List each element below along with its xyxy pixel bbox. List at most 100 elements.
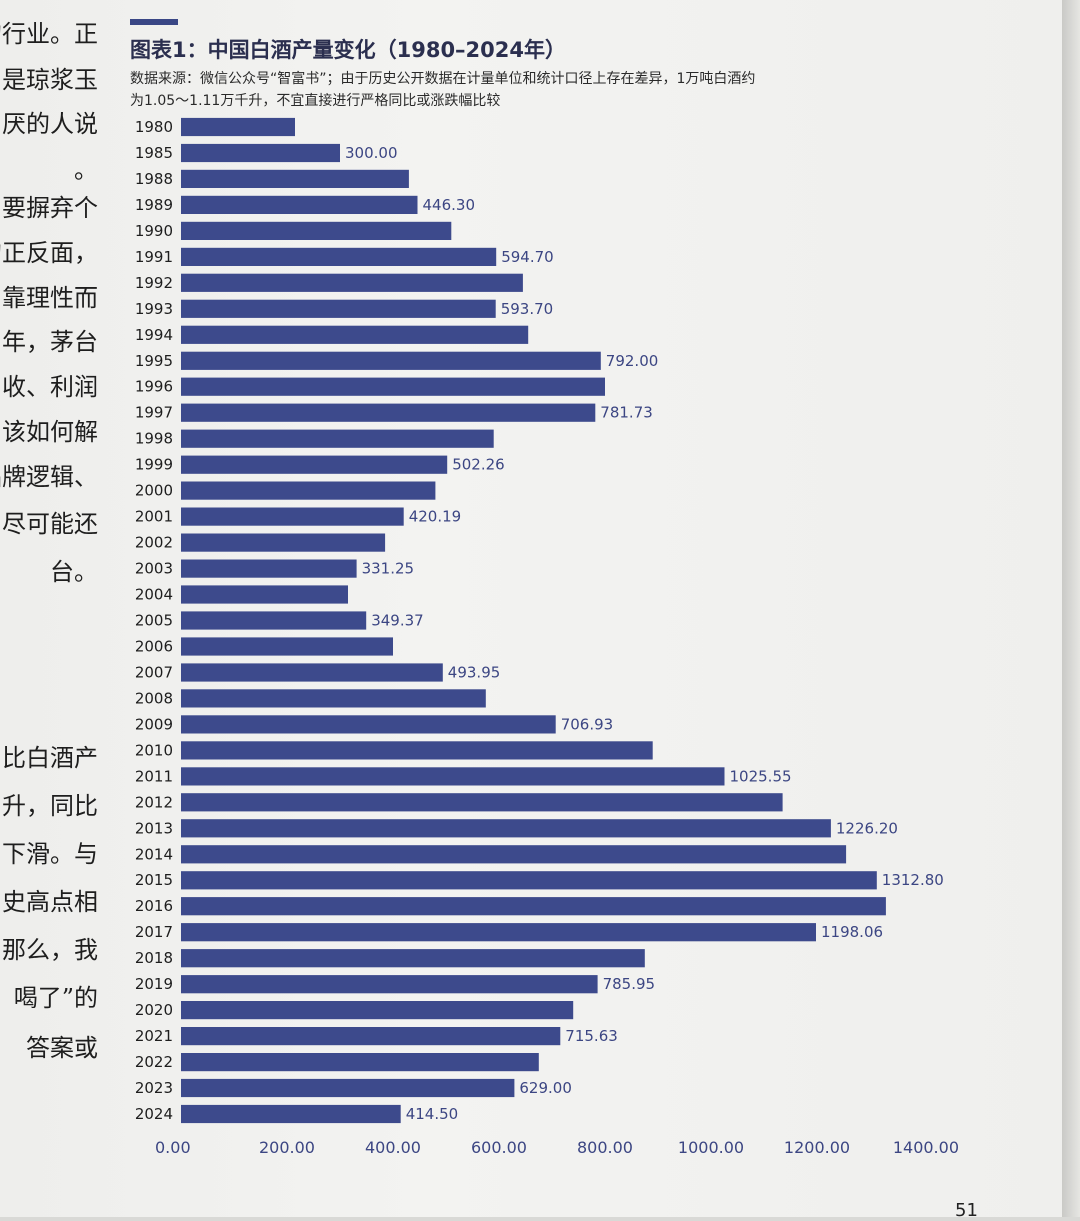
- year-label: 2012: [135, 793, 173, 811]
- bar-2004: [181, 585, 348, 604]
- text-line: 下滑。与: [2, 840, 98, 868]
- value-label: 331.25: [362, 560, 415, 578]
- year-label: 2015: [135, 871, 173, 889]
- bar-2006: [181, 637, 393, 656]
- text-line: 年，茅台: [2, 328, 98, 356]
- year-label: 2019: [135, 975, 173, 993]
- year-label: 2022: [135, 1053, 173, 1071]
- text-line: 收、利润: [2, 373, 98, 401]
- value-label: 706.93: [561, 715, 614, 733]
- value-label: 420.19: [409, 508, 462, 526]
- x-tick-label: 0.00: [155, 1138, 191, 1157]
- bar-2018: [181, 949, 645, 968]
- year-label: 2024: [135, 1105, 173, 1123]
- year-label: 2007: [135, 663, 173, 681]
- chart-title: 图表1：中国白酒产量变化（1980–2024年）: [130, 38, 567, 62]
- text-line: 喝了”的: [13, 984, 98, 1012]
- value-label: 414.50: [406, 1105, 459, 1123]
- year-label: 2003: [135, 560, 173, 578]
- bar-2007: [181, 663, 443, 682]
- year-label: 2002: [135, 534, 173, 552]
- bar-2005: [181, 611, 367, 630]
- bar-2021: [181, 1027, 561, 1046]
- previous-column-text: 的行业。正 是琼浆玉 厌的人说 。 要摒弃个 的正反面， 靠理性而 年，茅台 收…: [0, 0, 100, 1217]
- bar-2013: [181, 819, 831, 838]
- bar-2002: [181, 533, 386, 552]
- year-label: 2009: [135, 715, 173, 733]
- value-label: 781.73: [600, 404, 653, 422]
- bar-2009: [181, 715, 556, 734]
- value-label: 594.70: [501, 248, 554, 266]
- year-label: 1999: [135, 456, 173, 474]
- year-label: 1980: [135, 118, 173, 136]
- text-line: 答案或: [26, 1034, 98, 1062]
- year-label: 2021: [135, 1027, 173, 1045]
- text-line: 品牌逻辑、: [0, 463, 98, 491]
- x-tick-label: 1000.00: [678, 1138, 744, 1157]
- chart-source-note: 为1.05～1.11万千升，不宜直接进行严格同比或涨跌幅比较: [130, 93, 501, 109]
- text-line: 史高点相: [2, 888, 98, 916]
- year-label: 2008: [135, 689, 173, 707]
- value-label: 1312.80: [882, 871, 944, 889]
- x-tick-label: 600.00: [471, 1138, 527, 1157]
- x-tick-label: 1200.00: [784, 1138, 850, 1157]
- bar-2023: [181, 1078, 515, 1098]
- bar-1990: [181, 221, 452, 240]
- bar-1999: [181, 455, 448, 474]
- bar-1985: [181, 143, 340, 163]
- year-label: 2011: [135, 767, 173, 785]
- bar-2001: [181, 507, 404, 526]
- year-label: 2001: [135, 508, 173, 526]
- value-label: 300.00: [345, 144, 398, 162]
- value-label: 715.63: [565, 1027, 618, 1045]
- text-line: 那么，我: [2, 936, 98, 964]
- year-label: 1989: [135, 196, 173, 214]
- title-accent-bar: [130, 19, 178, 25]
- x-tick-label: 800.00: [577, 1138, 633, 1157]
- bar-1989: [181, 195, 418, 214]
- year-label: 2023: [135, 1079, 173, 1097]
- text-line: 要摒弃个: [2, 194, 98, 222]
- bar-1991: [181, 247, 497, 266]
- bar-2010: [181, 741, 653, 760]
- year-label: 2005: [135, 612, 173, 630]
- value-label: 1025.55: [730, 767, 792, 785]
- x-tick-label: 200.00: [259, 1138, 315, 1157]
- bar-1997: [181, 403, 596, 422]
- year-label: 1992: [135, 274, 173, 292]
- text-line: 台。: [50, 558, 98, 586]
- year-label: 2020: [135, 1001, 173, 1019]
- bar-1998: [181, 429, 494, 448]
- year-label: 1998: [135, 430, 173, 448]
- value-label: 502.26: [452, 456, 505, 474]
- year-label: 2006: [135, 638, 173, 656]
- bar-1992: [181, 273, 523, 292]
- page-number: 51: [955, 1200, 978, 1221]
- bar-2003: [181, 559, 357, 578]
- bar-2000: [181, 481, 436, 500]
- year-label: 2016: [135, 897, 173, 915]
- year-label: 2004: [135, 586, 173, 604]
- year-label: 1991: [135, 248, 173, 266]
- year-label: 1994: [135, 326, 173, 344]
- year-label: 1990: [135, 222, 173, 240]
- bar-2019: [181, 975, 598, 994]
- year-label: 1985: [135, 144, 173, 162]
- chart-source-note: 数据来源：微信公众号“智富书”；由于历史公开数据在计量单位和统计口径上存在差异，…: [130, 71, 756, 87]
- text-line: 升，同比: [2, 792, 98, 820]
- bar-1988: [181, 169, 409, 188]
- text-line: 尽可能还: [2, 510, 98, 538]
- bar-2012: [181, 793, 783, 812]
- value-label: 792.00: [606, 352, 659, 370]
- x-tick-label: 400.00: [365, 1138, 421, 1157]
- year-label: 1995: [135, 352, 173, 370]
- year-label: 2013: [135, 819, 173, 837]
- page-edge: [1062, 0, 1080, 1217]
- bar-2024: [181, 1104, 401, 1124]
- text-line: 厌的人说: [2, 110, 98, 138]
- year-label: 2014: [135, 845, 173, 863]
- text-line: 该如何解: [2, 418, 98, 446]
- text-line: 靠理性而: [2, 284, 98, 312]
- year-label: 2000: [135, 482, 173, 500]
